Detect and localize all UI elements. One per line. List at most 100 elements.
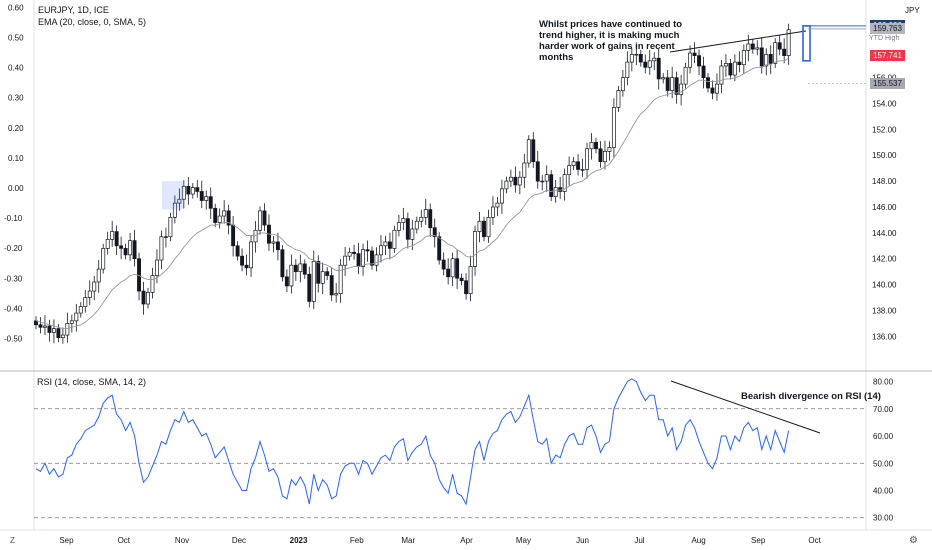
candle xyxy=(549,170,554,202)
price-tick-label: 150.00 xyxy=(872,151,897,160)
time-tick-label: Sep xyxy=(751,536,766,545)
candle-down xyxy=(759,47,764,67)
price-tick-label: 154.00 xyxy=(872,99,897,108)
candle xyxy=(544,165,549,192)
rsi-tick-label: 50.00 xyxy=(873,459,894,468)
candle-down xyxy=(782,48,787,56)
candle xyxy=(607,141,612,161)
candle-down xyxy=(293,264,298,273)
rsi-tick-label: 30.00 xyxy=(873,514,894,523)
percent-tick-label: -0.10 xyxy=(4,214,23,223)
candle-up xyxy=(540,180,545,183)
candle-up xyxy=(410,228,415,240)
candle xyxy=(123,243,128,260)
candle xyxy=(652,52,657,70)
candle-up xyxy=(786,29,791,56)
candle xyxy=(571,157,576,171)
candle xyxy=(482,216,486,242)
candle-down xyxy=(325,271,330,276)
candle xyxy=(267,214,271,251)
candle-up xyxy=(544,174,549,182)
candle-down xyxy=(38,324,43,328)
candle xyxy=(477,212,482,243)
candle-down xyxy=(244,264,249,269)
candle xyxy=(719,59,724,94)
candle xyxy=(522,153,527,188)
candle-up xyxy=(571,161,576,166)
candle xyxy=(69,314,74,333)
percent-tick-label: -0.30 xyxy=(4,274,23,283)
z-icon[interactable]: Z xyxy=(10,536,15,545)
candle-up xyxy=(562,174,567,192)
candle-up xyxy=(96,268,101,283)
candle xyxy=(486,209,491,243)
highlight-box-oct xyxy=(162,181,184,210)
candle-up xyxy=(163,236,168,238)
candle xyxy=(338,259,343,303)
candle-up xyxy=(419,216,424,222)
candlestick-series xyxy=(34,23,791,344)
candle-up xyxy=(611,107,616,148)
candle xyxy=(625,51,630,86)
candle xyxy=(504,176,509,194)
candle xyxy=(414,216,419,234)
candle-down xyxy=(231,224,236,247)
candle-down xyxy=(446,268,451,278)
candle-up xyxy=(258,210,262,231)
candle xyxy=(343,246,348,276)
candle xyxy=(620,69,625,97)
candle xyxy=(710,80,715,100)
candle-up xyxy=(670,77,675,91)
candle-up xyxy=(719,65,724,85)
settings-gear-icon[interactable]: ⚙ xyxy=(909,535,918,546)
candle-down xyxy=(195,187,200,192)
candle xyxy=(114,225,119,255)
candle-up xyxy=(271,241,276,244)
candle-down xyxy=(213,207,218,223)
candle xyxy=(499,179,504,214)
candle-up xyxy=(249,241,253,269)
candle-down xyxy=(47,325,52,333)
candle-down xyxy=(132,240,137,260)
candle xyxy=(280,245,285,282)
candle-down xyxy=(768,53,773,64)
candle xyxy=(240,248,245,272)
candle-down xyxy=(307,273,312,302)
candle xyxy=(190,183,195,199)
candle xyxy=(101,243,106,274)
candle-down xyxy=(531,139,536,163)
candle-up xyxy=(723,63,728,67)
time-tick-label: Sep xyxy=(59,536,74,545)
candle-up xyxy=(289,264,294,287)
candle xyxy=(316,255,321,293)
candle xyxy=(284,269,289,292)
rsi-tick-label: 60.00 xyxy=(873,432,894,441)
candle xyxy=(423,198,428,225)
candle xyxy=(665,69,670,97)
candle-down xyxy=(262,210,267,226)
candle-up xyxy=(374,254,379,266)
candle xyxy=(293,259,298,281)
candle xyxy=(741,44,746,74)
candle xyxy=(634,45,639,66)
candle-up xyxy=(620,77,625,91)
candle-up xyxy=(629,53,634,63)
candle-up xyxy=(607,147,612,152)
price-tick-label: 146.00 xyxy=(872,203,897,212)
candle xyxy=(526,135,531,168)
candle-up xyxy=(491,206,495,218)
candle xyxy=(92,275,97,301)
candle xyxy=(401,207,406,231)
candle-up xyxy=(83,297,88,307)
candle-up xyxy=(625,61,630,78)
candle-down xyxy=(665,77,670,91)
time-tick-label: Jul xyxy=(634,536,644,545)
candle-up xyxy=(105,238,110,249)
candle-down xyxy=(186,185,191,195)
candle xyxy=(786,23,791,65)
candle-up xyxy=(320,271,325,284)
time-tick-label: 2023 xyxy=(290,536,308,545)
candle xyxy=(455,249,460,289)
candle xyxy=(419,209,424,228)
candle xyxy=(334,282,339,303)
